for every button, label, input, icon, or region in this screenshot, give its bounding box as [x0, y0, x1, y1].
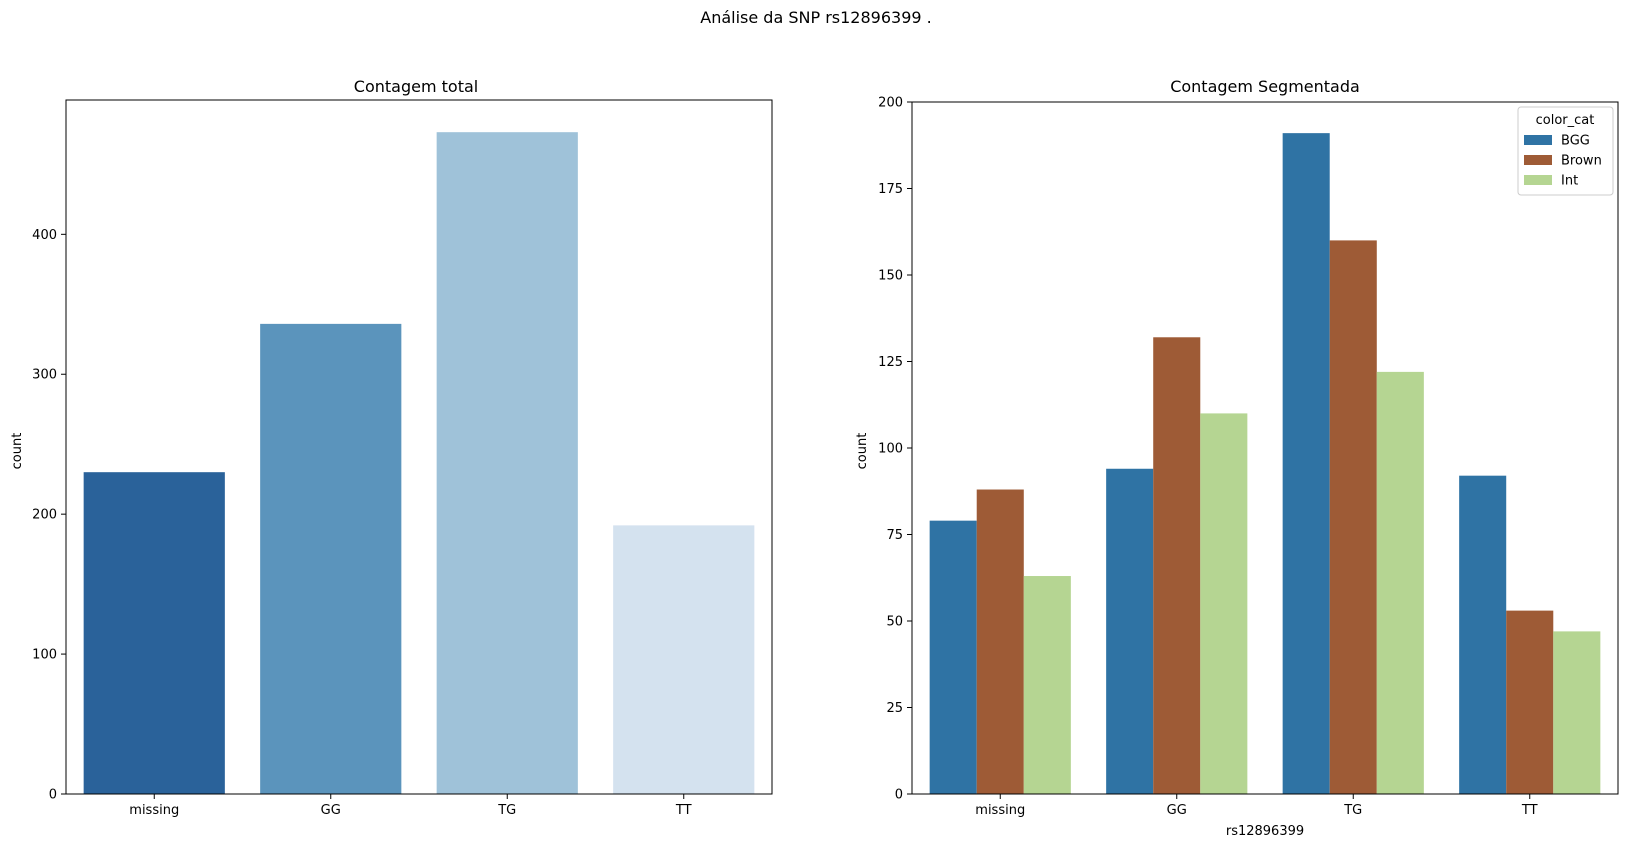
- y-tick-label: 0: [49, 788, 57, 803]
- y-ticks-total: 0 100 200 300 400: [32, 228, 66, 803]
- y-tick-label: 75: [886, 528, 903, 543]
- bar-int-tg: [1376, 371, 1424, 794]
- y-axis-label-segmented: count: [855, 433, 870, 470]
- bar-int-missing: [1023, 576, 1071, 794]
- bar-tt: [613, 525, 755, 794]
- chart-title-segmented: Contagem Segmentada: [1170, 77, 1360, 96]
- y-tick-label: 200: [32, 508, 57, 523]
- y-ticks-segmented: 0 25 50 75 100 125 150 175 200: [878, 96, 912, 803]
- x-tick-label-gg: GG: [1167, 803, 1187, 818]
- plot-frame-segmented: [911, 101, 1619, 795]
- y-tick-label: 300: [32, 368, 57, 383]
- y-tick-label: 175: [878, 182, 903, 197]
- figure-suptitle: Análise da SNP rs12896399 .: [700, 8, 931, 27]
- legend: color_cat BGG Brown Int: [1517, 106, 1614, 196]
- x-ticks-total: missing GG TG TT: [129, 794, 692, 818]
- y-tick-label: 400: [32, 228, 57, 243]
- legend-label-int: Int: [1561, 174, 1578, 189]
- bar-int-tt: [1553, 631, 1601, 794]
- bar-brown-gg: [1153, 337, 1201, 794]
- y-tick-label: 150: [878, 269, 903, 284]
- bar-brown-missing: [976, 489, 1024, 794]
- bar-bgg-missing: [929, 520, 977, 794]
- plot-frame-total: [65, 99, 773, 795]
- x-tick-label-gg: GG: [321, 803, 341, 818]
- x-axis-label-segmented: rs12896399: [1226, 824, 1304, 839]
- x-tick-label-tg: TG: [497, 803, 516, 818]
- y-tick-label: 100: [32, 648, 57, 663]
- x-tick-label-tt: TT: [1521, 803, 1538, 818]
- chart-panel-total: Contagem total count 0 100 200 300 400 missi…: [10, 77, 773, 818]
- x-ticks-segmented: missing GG TG TT: [975, 794, 1538, 818]
- y-tick-label: 125: [878, 355, 903, 370]
- bar-int-gg: [1200, 413, 1248, 794]
- y-tick-label: 25: [886, 701, 903, 716]
- bar-brown-tg: [1329, 240, 1377, 794]
- bar-gg: [260, 323, 402, 794]
- bars-segmented: [929, 133, 1601, 794]
- y-tick-label: 50: [886, 615, 903, 630]
- legend-box: [1517, 106, 1614, 196]
- legend-items: BGG Brown Int: [1524, 134, 1602, 189]
- chart-title-total: Contagem total: [354, 77, 478, 96]
- legend-swatch-brown: [1524, 155, 1552, 165]
- x-tick-label-tg: TG: [1343, 803, 1362, 818]
- legend-swatch-bgg: [1524, 135, 1552, 145]
- x-tick-label-missing: missing: [129, 803, 179, 818]
- x-tick-label-tt: TT: [675, 803, 692, 818]
- chart-panel-segmented: Contagem Segmentada count rs12896399 0 25…: [855, 77, 1619, 839]
- bar-brown-tt: [1506, 610, 1554, 794]
- legend-label-brown: Brown: [1561, 154, 1602, 169]
- y-tick-label: 0: [895, 788, 903, 803]
- y-tick-label: 100: [878, 442, 903, 457]
- legend-label-bgg: BGG: [1561, 134, 1590, 149]
- bars-total: [83, 132, 755, 794]
- bar-tg: [436, 132, 578, 794]
- bar-bgg-gg: [1106, 468, 1154, 794]
- legend-title: color_cat: [1536, 113, 1595, 128]
- x-tick-label-missing: missing: [975, 803, 1025, 818]
- y-axis-label-total: count: [10, 433, 25, 470]
- legend-swatch-int: [1524, 175, 1552, 185]
- y-tick-label: 200: [878, 96, 903, 111]
- bar-missing: [83, 472, 225, 794]
- bar-bgg-tt: [1459, 475, 1507, 794]
- bar-bgg-tg: [1282, 133, 1330, 794]
